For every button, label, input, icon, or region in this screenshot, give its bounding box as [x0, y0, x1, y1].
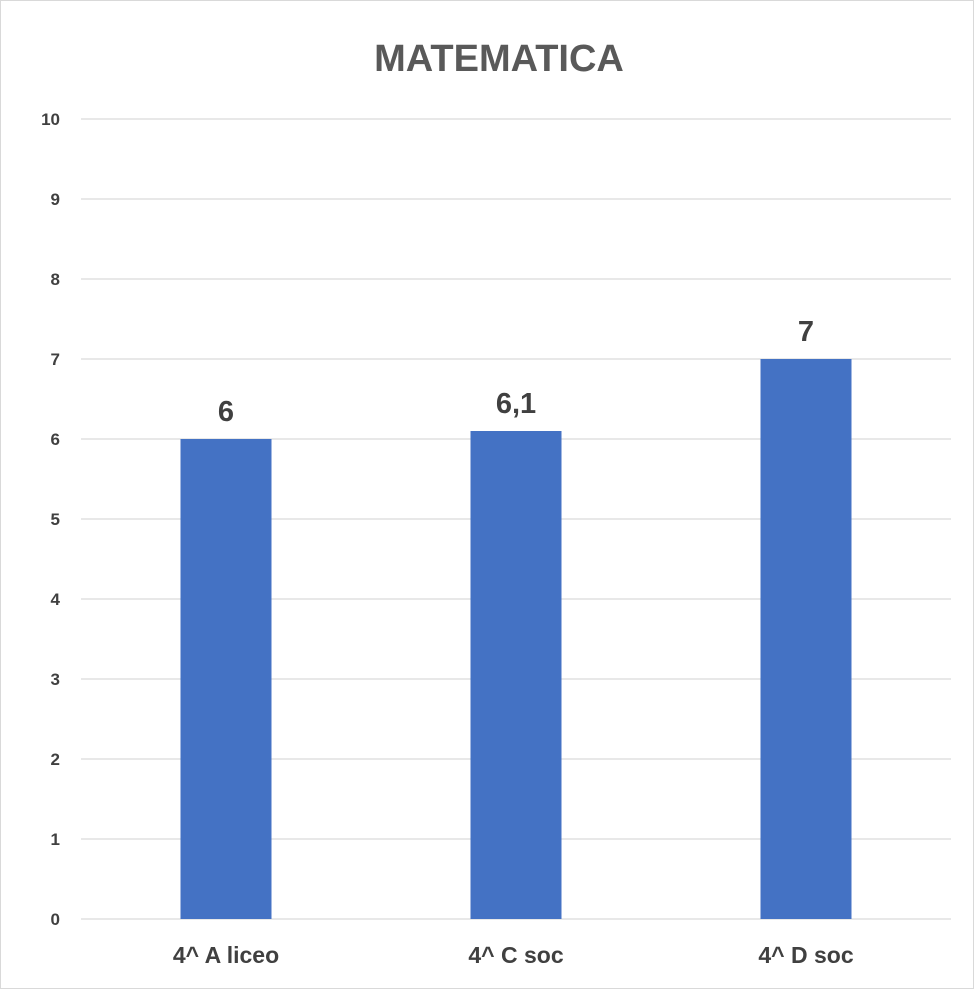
y-tick-label: 3 — [51, 670, 60, 689]
x-tick-label: 4^ D soc — [758, 942, 853, 968]
data-label-1: 6,1 — [496, 388, 536, 420]
y-tick-label: 9 — [51, 190, 60, 209]
bar-2 — [760, 359, 852, 919]
y-tick-label: 5 — [51, 510, 60, 529]
data-label-2: 7 — [798, 316, 814, 348]
chart-title: MATEMATICA — [374, 38, 624, 80]
y-tick-label: 2 — [51, 750, 60, 769]
y-axis-ticks: 0 1 2 3 4 5 6 7 8 9 10 — [41, 110, 60, 929]
y-tick-label: 4 — [51, 590, 61, 609]
y-tick-label: 0 — [51, 910, 60, 929]
bar-0 — [180, 439, 272, 919]
y-tick-label: 1 — [51, 830, 60, 849]
y-tick-label: 6 — [51, 430, 60, 449]
y-tick-label: 8 — [51, 270, 60, 289]
data-label-0: 6 — [218, 396, 234, 428]
y-tick-label: 7 — [51, 350, 60, 369]
y-tick-label: 10 — [41, 110, 60, 129]
bars — [180, 359, 852, 919]
bar-1 — [470, 431, 562, 919]
x-axis-ticks: 4^ A liceo 4^ C soc 4^ D soc — [173, 942, 854, 968]
x-tick-label: 4^ A liceo — [173, 942, 279, 968]
data-labels: 6 6,17 — [218, 316, 814, 428]
x-tick-label: 4^ C soc — [468, 942, 563, 968]
